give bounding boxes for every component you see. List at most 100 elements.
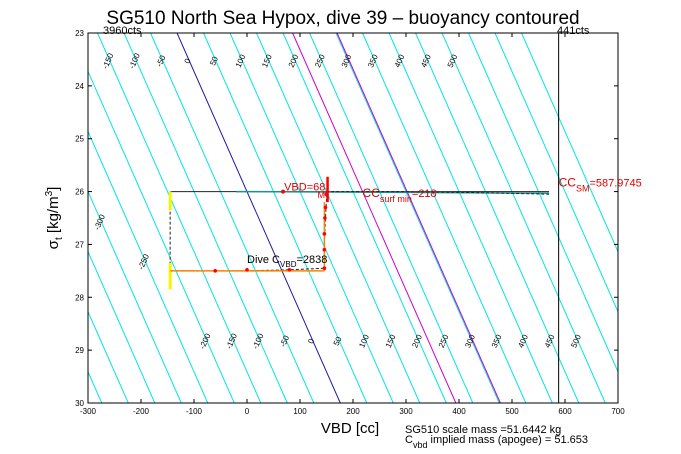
trace-point bbox=[323, 216, 327, 220]
contour-line bbox=[88, 130, 209, 403]
footer-scale-mass: SG510 scale mass =51.6442 kg bbox=[405, 424, 561, 436]
trace-point bbox=[322, 247, 327, 252]
contour-line bbox=[229, 33, 394, 403]
contour-label: -100 bbox=[127, 51, 142, 70]
y-tick-label: 26 bbox=[75, 188, 84, 197]
contour-line-highlight bbox=[292, 33, 457, 403]
y-tick-label: 27 bbox=[75, 240, 84, 249]
contour-line bbox=[88, 190, 182, 403]
contour-label: 150 bbox=[260, 53, 274, 69]
corner-label-left: 3960cts bbox=[103, 25, 142, 37]
x-tick-label: 400 bbox=[452, 407, 466, 416]
contour-label: 150 bbox=[384, 333, 398, 349]
contour-line bbox=[521, 33, 618, 253]
x-axis-label: VBD [cc] bbox=[321, 420, 379, 437]
dive-path bbox=[168, 33, 560, 403]
contour-line bbox=[362, 33, 527, 403]
contour-label: 350 bbox=[490, 333, 504, 349]
vbd-annotation: VBD=68 bbox=[284, 182, 325, 194]
contour-label: 200 bbox=[410, 333, 424, 349]
contour-label: 50 bbox=[208, 55, 220, 67]
y-axis-ticks: 23 24 25 26 27 28 29 30 bbox=[75, 29, 618, 408]
contour-line bbox=[97, 33, 262, 403]
contour-line bbox=[309, 33, 474, 403]
dive-c-vbd-annotation: Dive CVBD=2838 bbox=[247, 254, 327, 269]
contour-label: 500 bbox=[446, 53, 460, 69]
trace-point bbox=[287, 268, 292, 272]
contour-line bbox=[335, 33, 500, 403]
contour-line-highlight bbox=[336, 33, 501, 403]
y-tick-label: 29 bbox=[75, 346, 84, 355]
svg-text:σt [kg/m3]: σt [kg/m3] bbox=[44, 187, 65, 250]
contour-line bbox=[0, 33, 22, 403]
surface-point bbox=[324, 192, 329, 197]
x-tick-label: -200 bbox=[133, 407, 150, 416]
contour-line bbox=[123, 33, 288, 403]
y-tick-label: 30 bbox=[75, 399, 84, 408]
trace-point bbox=[245, 268, 249, 272]
contour-label: -150 bbox=[101, 51, 116, 70]
x-tick-label: -300 bbox=[80, 407, 97, 416]
x-tick-label: 200 bbox=[346, 407, 360, 416]
trace-point bbox=[322, 266, 327, 271]
contour-label: 100 bbox=[357, 333, 371, 349]
contour-lines bbox=[0, 33, 618, 403]
x-tick-label: 600 bbox=[558, 407, 572, 416]
vbd-point bbox=[281, 189, 286, 194]
x-tick-label: -100 bbox=[186, 407, 203, 416]
y-tick-label: 28 bbox=[75, 293, 84, 302]
footer-implied-mass: Cvbd implied mass (apogee) = 51.653 bbox=[405, 434, 588, 450]
contour-line bbox=[441, 33, 606, 403]
contour-label: -200 bbox=[198, 332, 213, 351]
contour-label: 200 bbox=[287, 53, 301, 69]
x-axis-ticks: -300 -200 -100 0 100 200 300 400 500 600 700 bbox=[80, 33, 625, 416]
contour-line bbox=[150, 33, 315, 403]
contour-label: 0 bbox=[306, 337, 316, 345]
corner-label-right: 441cts bbox=[557, 25, 590, 37]
contour-line bbox=[203, 33, 368, 403]
x-tick-label: 0 bbox=[245, 407, 250, 416]
contour-label: 500 bbox=[569, 333, 583, 349]
contour-line bbox=[88, 250, 156, 403]
y-tick-label: 25 bbox=[75, 135, 84, 144]
annotations: VBD=68 M Dive CVBD=2838 CCsurf min=218 C… bbox=[247, 175, 642, 269]
y-axis-label: σt [kg/m3] bbox=[44, 187, 65, 250]
contour-line bbox=[88, 310, 129, 403]
cc-sm-annotation: CCSM=587.9745 bbox=[559, 175, 642, 193]
plot-frame bbox=[87, 32, 619, 404]
y-tick-label: 24 bbox=[75, 82, 84, 91]
contour-line bbox=[388, 33, 553, 403]
m-marker-label: M bbox=[317, 190, 325, 200]
contour-label: -150 bbox=[224, 332, 239, 351]
contour-label: -50 bbox=[155, 53, 168, 68]
trace-point bbox=[213, 269, 217, 273]
contour-label: 100 bbox=[234, 53, 248, 69]
y-tick-label: 23 bbox=[75, 29, 84, 38]
contour-line bbox=[494, 33, 618, 313]
contour-label: 350 bbox=[366, 53, 380, 69]
contour-label: 450 bbox=[543, 333, 557, 349]
contour-label: -100 bbox=[251, 332, 266, 351]
dive-trace bbox=[169, 191, 550, 272]
x-tick-label: 700 bbox=[611, 407, 625, 416]
contour-line bbox=[256, 33, 421, 403]
cc-surf-min-annotation: CCsurf min=218 bbox=[363, 186, 437, 204]
contour-line bbox=[0, 33, 75, 403]
contour-label: 400 bbox=[516, 333, 530, 349]
contour-label: 450 bbox=[419, 53, 433, 69]
contour-label: 250 bbox=[313, 53, 327, 69]
contour-line bbox=[282, 33, 447, 403]
chart-title: SG510 North Sea Hypox, dive 39 – buoyanc… bbox=[106, 8, 579, 29]
contour-label: 400 bbox=[393, 53, 407, 69]
contour-label: 0 bbox=[183, 57, 193, 65]
contour-line bbox=[468, 33, 618, 374]
trace-point bbox=[322, 232, 327, 236]
contour-line-zero bbox=[176, 33, 341, 403]
contour-label: -300 bbox=[92, 213, 107, 232]
contour-label: -250 bbox=[136, 252, 151, 271]
x-tick-label: 300 bbox=[399, 407, 413, 416]
contour-line bbox=[415, 33, 580, 403]
trace-point bbox=[323, 205, 328, 210]
x-tick-label: 500 bbox=[505, 407, 519, 416]
